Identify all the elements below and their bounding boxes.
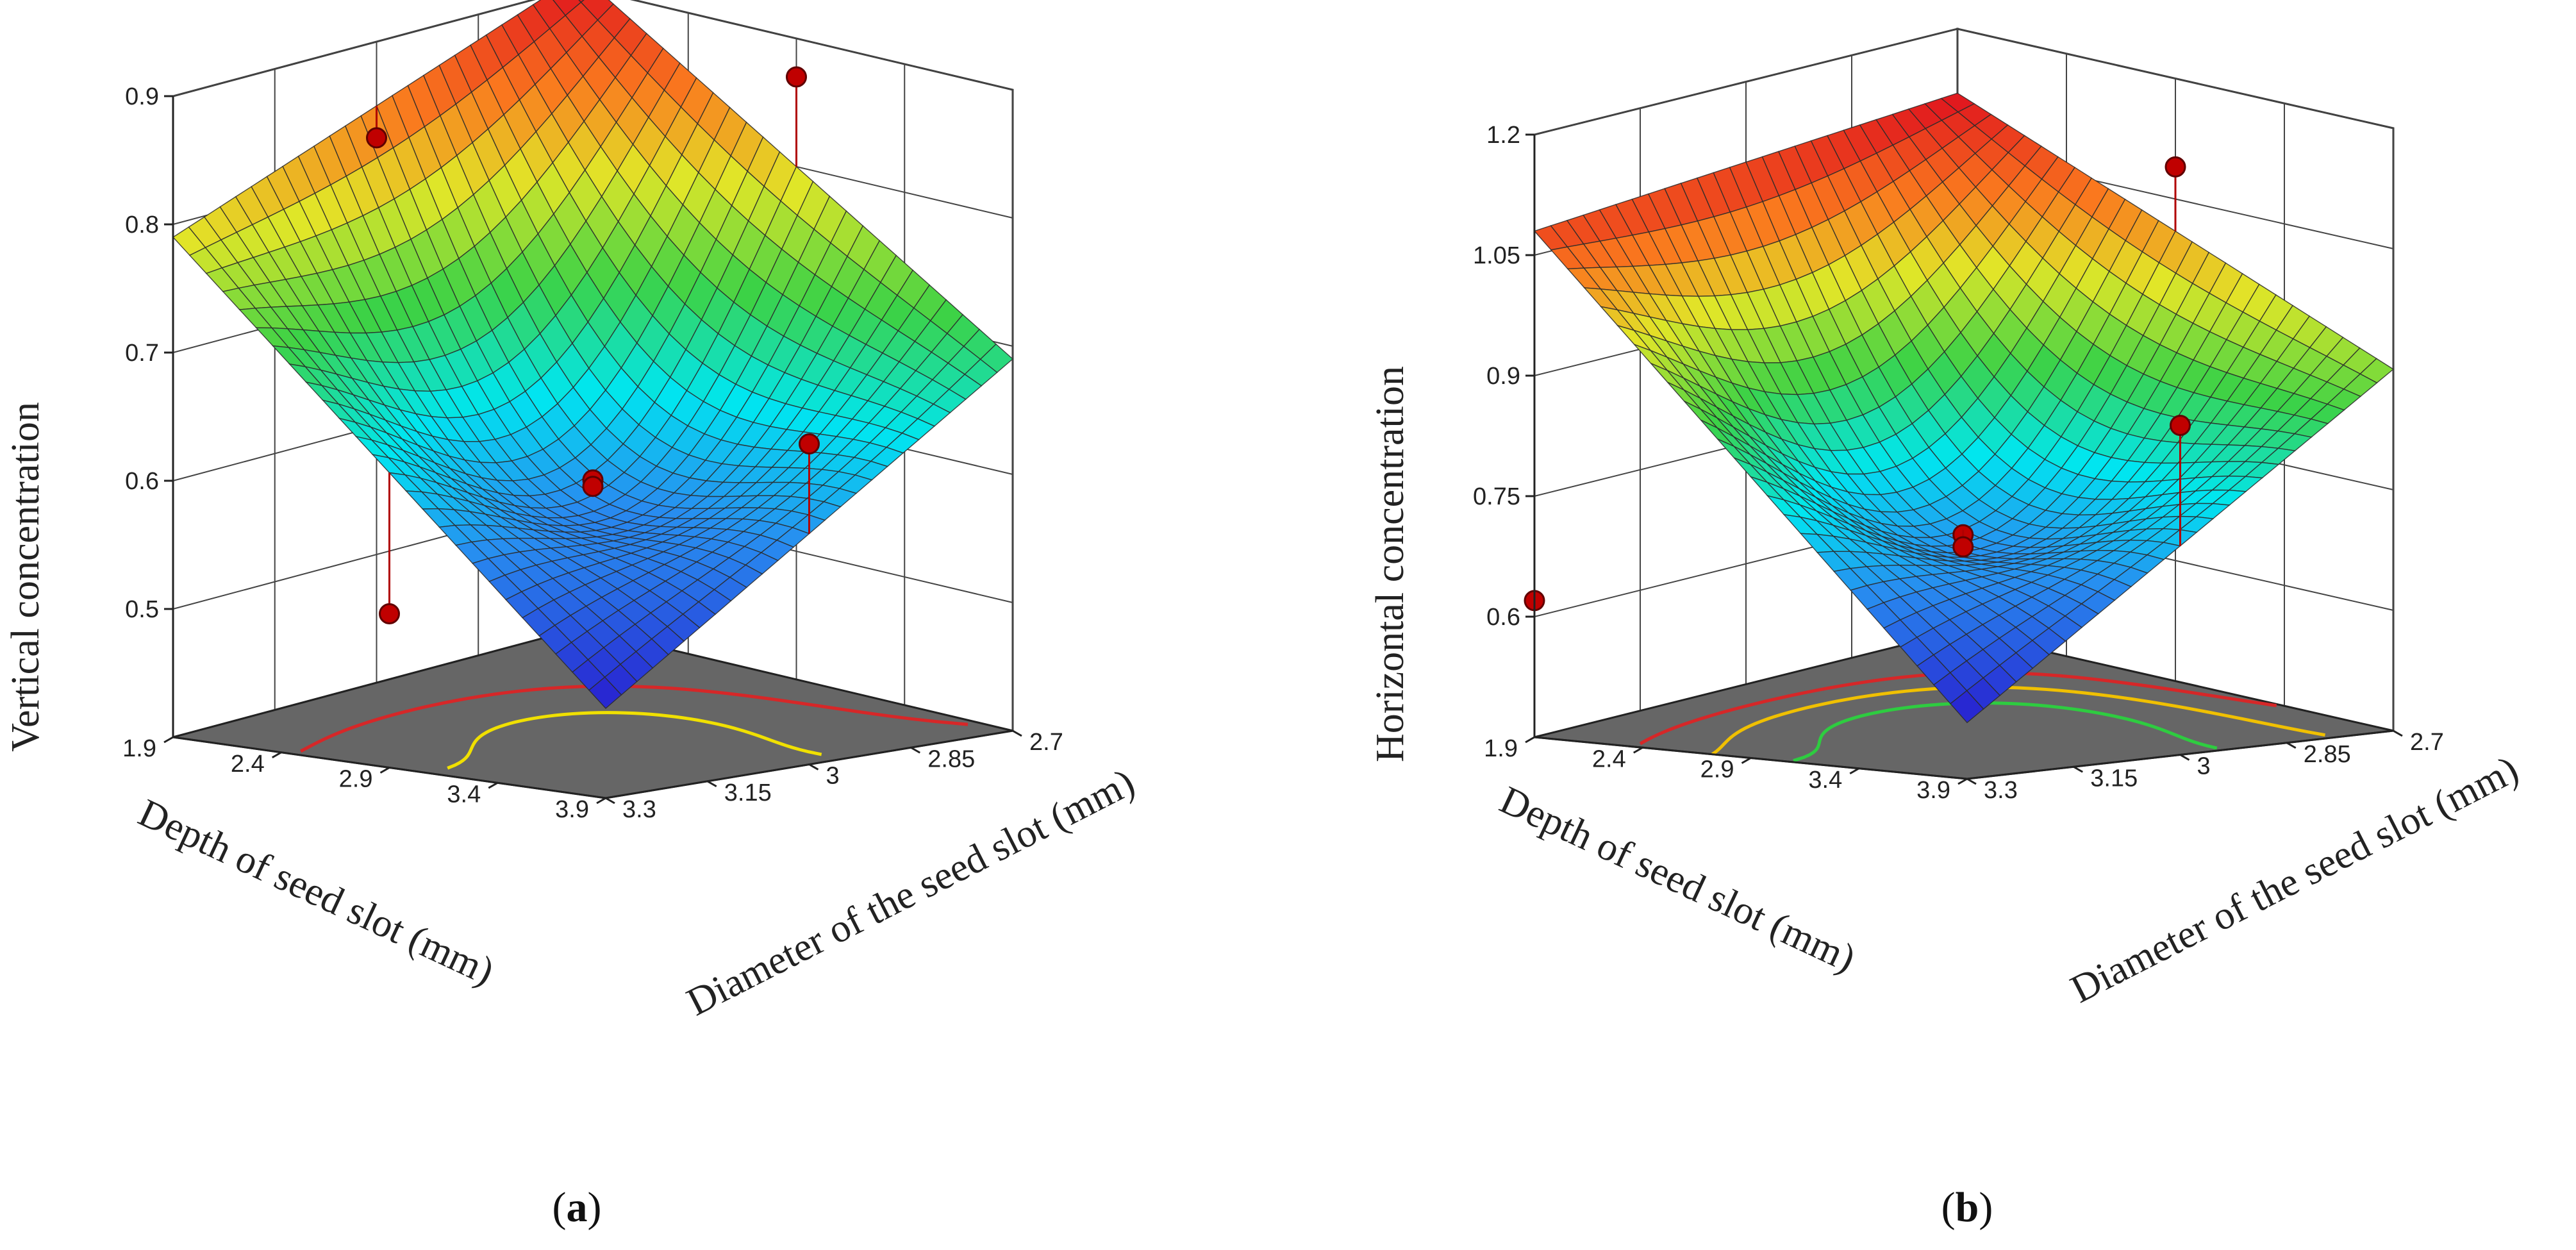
x-tick-mark <box>596 797 606 804</box>
y-tick-label: 2.85 <box>2304 741 2351 768</box>
surface-patch <box>1949 690 1984 724</box>
z-tick-label: 0.9 <box>125 83 159 110</box>
design-point <box>582 476 604 497</box>
y-tick-mark <box>1966 778 1977 785</box>
y-tick-mark <box>1012 729 1022 737</box>
surface-plot-a: 1.9 2.4 2.9 3.4 3.9 2.7 2.85 3 3.15 3.3 0.5 0.6 0.7 0… <box>4 0 1142 1231</box>
z-tick-label: 0.6 <box>125 468 159 495</box>
z-tick-label: 0.7 <box>125 340 159 367</box>
y-tick-mark <box>910 746 920 754</box>
response-surface <box>172 0 1014 709</box>
y-tick-label: 3.15 <box>2090 765 2138 792</box>
x-tick-label: 3.9 <box>1916 777 1950 804</box>
x-tick-mark <box>1633 746 1643 754</box>
y-tick-mark <box>808 763 819 771</box>
z-tick-label: 0.8 <box>125 212 159 238</box>
z-axis-title: Horizontal concentration <box>1368 366 1412 762</box>
x-tick-label: 3.9 <box>555 796 589 823</box>
caption-open: ( <box>1941 1184 1956 1231</box>
y-tick-label: 3 <box>2197 753 2211 780</box>
floor-contour-line <box>1711 685 2325 756</box>
x-axis-title: Depth of seed slot (mm) <box>1493 778 1862 981</box>
design-points <box>366 66 820 624</box>
caption-letter: a <box>567 1184 588 1231</box>
floor-contour-line <box>300 684 968 753</box>
x-tick-mark <box>1741 757 1752 764</box>
design-point <box>799 433 820 454</box>
wall-horizontal-gridline <box>172 0 1013 97</box>
panel-caption: (b) <box>1941 1184 1993 1231</box>
x-tick-label: 2.9 <box>1700 756 1734 783</box>
x-tick-mark <box>272 751 282 759</box>
y-tick-label: 2.7 <box>1029 729 1063 756</box>
caption-close: ) <box>1979 1184 1993 1231</box>
x-tick-label: 2.4 <box>1592 746 1626 772</box>
panel-caption: (a) <box>553 1184 602 1231</box>
wall-horizontal-gridline <box>1534 28 2394 135</box>
y-tick-label: 2.85 <box>927 746 975 772</box>
x-tick-mark <box>1525 736 1535 744</box>
z-tick-label: 0.6 <box>1486 604 1520 631</box>
caption-letter: b <box>1956 1184 1979 1231</box>
y-tick-mark <box>2393 729 2403 737</box>
x-tick-label: 1.9 <box>1484 735 1518 762</box>
z-tick-label: 0.5 <box>125 596 159 623</box>
x-tick-label: 1.9 <box>122 735 156 762</box>
x-tick-mark <box>1957 778 1968 785</box>
y-tick-mark <box>2286 742 2297 749</box>
design-point <box>366 127 387 149</box>
y-tick-mark <box>2073 765 2083 773</box>
design-point <box>379 603 400 624</box>
y-tick-label: 3.3 <box>1984 777 2018 804</box>
x-tick-label: 2.4 <box>231 751 265 778</box>
axes: 1.9 2.4 2.9 3.4 3.9 2.7 2.85 3 3.15 3.3 0.5 0.6 0.7 0… <box>122 83 1063 823</box>
design-point <box>2170 415 2191 437</box>
x-tick-mark <box>379 767 390 774</box>
y-tick-label: 3.3 <box>622 796 656 823</box>
response-surface <box>1533 92 2395 724</box>
caption-close: ) <box>588 1184 602 1231</box>
y-tick-label: 2.7 <box>2410 729 2444 756</box>
x-tick-label: 3.4 <box>447 781 481 808</box>
y-tick-mark <box>2179 754 2190 761</box>
floor-contour-line <box>1639 671 2277 746</box>
design-point <box>786 66 807 88</box>
x-axis-title: Depth of seed slot (mm) <box>132 791 501 994</box>
chart-panel-b: 1.9 2.4 2.9 3.4 3.9 2.7 2.85 3 3.15 3.3 0.6 0.75 0.9… <box>1288 0 2576 1250</box>
surface-patch <box>588 676 622 709</box>
y-tick-mark <box>605 797 615 804</box>
z-axis-title: Vertical concentration <box>4 402 47 752</box>
caption-open: ( <box>553 1184 567 1231</box>
design-point <box>1952 536 1974 558</box>
chart-panel-a: 1.9 2.4 2.9 3.4 3.9 2.7 2.85 3 3.15 3.3 0.5 0.6 0.7 0… <box>4 0 1142 1231</box>
design-point <box>2165 156 2186 178</box>
z-tick-label: 0.9 <box>1486 363 1520 390</box>
floor-contour-line <box>447 711 822 770</box>
z-tick-label: 0.75 <box>1473 483 1520 510</box>
axes: 1.9 2.4 2.9 3.4 3.9 2.7 2.85 3 3.15 3.3 0.6 0.75 0.9… <box>1473 122 2444 804</box>
x-tick-mark <box>488 781 498 789</box>
x-tick-mark <box>1849 767 1859 775</box>
y-tick-label: 3 <box>826 763 840 790</box>
x-tick-label: 3.4 <box>1808 767 1842 794</box>
y-tick-label: 3.15 <box>724 779 772 806</box>
x-tick-mark <box>163 736 174 744</box>
y-tick-mark <box>707 780 717 788</box>
z-tick-label: 1.05 <box>1473 242 1520 269</box>
x-tick-label: 2.9 <box>339 766 373 793</box>
surface-plot-b: 1.9 2.4 2.9 3.4 3.9 2.7 2.85 3 3.15 3.3 0.6 0.75 0.9… <box>1368 28 2525 1231</box>
z-tick-label: 1.2 <box>1486 122 1520 149</box>
